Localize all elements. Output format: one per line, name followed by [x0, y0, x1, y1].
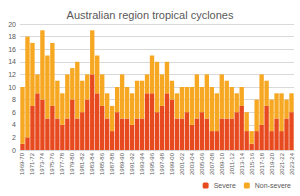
- svg-text:1999-00: 1999-00: [169, 152, 175, 175]
- svg-text:Australian region tropical cyc: Australian region tropical cyclones: [67, 9, 234, 21]
- svg-text:1971-72: 1971-72: [29, 152, 35, 175]
- svg-text:1977-78: 1977-78: [59, 152, 65, 175]
- svg-text:1975-76: 1975-76: [49, 152, 55, 175]
- svg-text:Non-severe: Non-severe: [255, 182, 291, 189]
- svg-text:14: 14: [8, 58, 16, 65]
- svg-text:12: 12: [8, 71, 16, 78]
- svg-text:1981-82: 1981-82: [79, 152, 85, 175]
- svg-text:20: 20: [8, 21, 16, 28]
- svg-text:1993-94: 1993-94: [139, 152, 145, 175]
- svg-text:2023-24: 2023-24: [289, 152, 295, 175]
- svg-text:1989-90: 1989-90: [119, 152, 125, 175]
- svg-text:2: 2: [12, 134, 16, 141]
- svg-text:2005-06: 2005-06: [199, 152, 205, 175]
- svg-text:10: 10: [8, 84, 16, 91]
- svg-text:2017-18: 2017-18: [259, 152, 265, 175]
- svg-text:1983-84: 1983-84: [89, 152, 95, 175]
- svg-text:2021-22: 2021-22: [279, 152, 285, 175]
- svg-text:1979-80: 1979-80: [69, 152, 75, 175]
- svg-text:0: 0: [12, 147, 16, 154]
- svg-text:2009-10: 2009-10: [219, 152, 225, 175]
- svg-text:1985-86: 1985-86: [99, 152, 105, 175]
- svg-text:1997-98: 1997-98: [159, 152, 165, 175]
- svg-text:16: 16: [8, 46, 16, 53]
- svg-text:Severe: Severe: [214, 182, 236, 189]
- svg-text:1987-88: 1987-88: [109, 152, 115, 175]
- svg-text:6: 6: [12, 109, 16, 116]
- svg-text:1973-74: 1973-74: [39, 152, 45, 175]
- svg-text:2001-02: 2001-02: [179, 152, 185, 175]
- svg-text:8: 8: [12, 96, 16, 103]
- svg-text:1969-70: 1969-70: [19, 152, 25, 175]
- svg-text:1995-96: 1995-96: [149, 152, 155, 175]
- svg-text:1991-92: 1991-92: [129, 152, 135, 175]
- svg-text:2007-08: 2007-08: [209, 152, 215, 175]
- svg-text:2015-16: 2015-16: [249, 152, 255, 175]
- svg-text:2019-20: 2019-20: [269, 152, 275, 175]
- svg-text:2013-14: 2013-14: [239, 152, 245, 175]
- svg-text:18: 18: [8, 33, 16, 40]
- svg-text:4: 4: [12, 121, 16, 128]
- svg-text:2003-04: 2003-04: [189, 152, 195, 175]
- svg-text:2011-12: 2011-12: [229, 152, 235, 174]
